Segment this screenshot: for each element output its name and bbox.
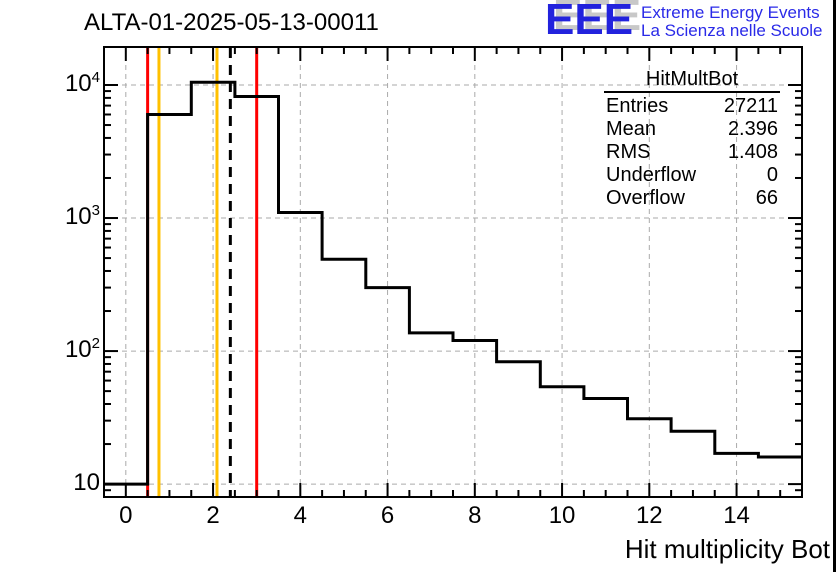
- stat-value: 1.408: [727, 141, 778, 163]
- x-tick-label: 8: [468, 502, 482, 529]
- eee-logo-text: EEE: [545, 0, 634, 44]
- stat-row: Overflow 66: [604, 187, 780, 210]
- y-tick-label: 104: [64, 68, 100, 97]
- x-tick-label: 14: [723, 502, 750, 529]
- stat-label: Underflow: [606, 164, 697, 186]
- eee-logo-tagline-line1: Extreme Energy Events: [641, 3, 820, 22]
- stats-box: HitMultBot Entries 27211 Mean 2.396 RMS 1.408…: [604, 67, 780, 210]
- eee-logo-tagline-line2: La Scienza nelle Scuole: [641, 21, 823, 40]
- stat-row: Underflow 0: [604, 164, 780, 187]
- y-tick-label: 103: [64, 202, 100, 231]
- stat-row: RMS 1.408: [604, 141, 780, 164]
- x-tick-label: 12: [635, 502, 663, 529]
- stat-value: 66: [755, 187, 778, 209]
- stat-row: Mean 2.396: [604, 118, 780, 141]
- x-axis-title: Hit multiplicity Bot: [624, 534, 830, 564]
- stat-value: 2.396: [727, 118, 778, 140]
- stats-box-title: HitMultBot: [604, 67, 780, 93]
- stat-label: Overflow: [606, 187, 685, 209]
- x-tick-label: 6: [380, 502, 395, 529]
- stat-label: Entries: [606, 95, 669, 117]
- stat-label: RMS: [606, 141, 651, 163]
- x-tick-label: 2: [206, 502, 220, 529]
- stats-box-rows: Entries 27211 Mean 2.396 RMS 1.408 Underflow 0 O…: [604, 93, 780, 210]
- stat-value: 27211: [723, 95, 778, 117]
- eee-logo: EEE Extreme Energy Events La Scienza nel…: [545, 0, 823, 44]
- x-tick-label: 10: [548, 502, 576, 529]
- stat-label: Mean: [606, 118, 657, 140]
- page-title: ALTA-01-2025-05-13-00011: [84, 9, 379, 36]
- y-tick-label: 102: [64, 335, 100, 364]
- x-tick-label: 4: [293, 502, 307, 529]
- x-tick-label: 0: [119, 502, 133, 529]
- histogram-line: [104, 80, 802, 486]
- stat-row: Entries 27211: [604, 95, 780, 118]
- stat-value: 0: [766, 164, 778, 186]
- eee-logo-taglines: Extreme Energy Events La Scienza nelle S…: [641, 4, 822, 40]
- y-tick-label: 10: [73, 469, 100, 497]
- canvas-right-border: [833, 0, 836, 572]
